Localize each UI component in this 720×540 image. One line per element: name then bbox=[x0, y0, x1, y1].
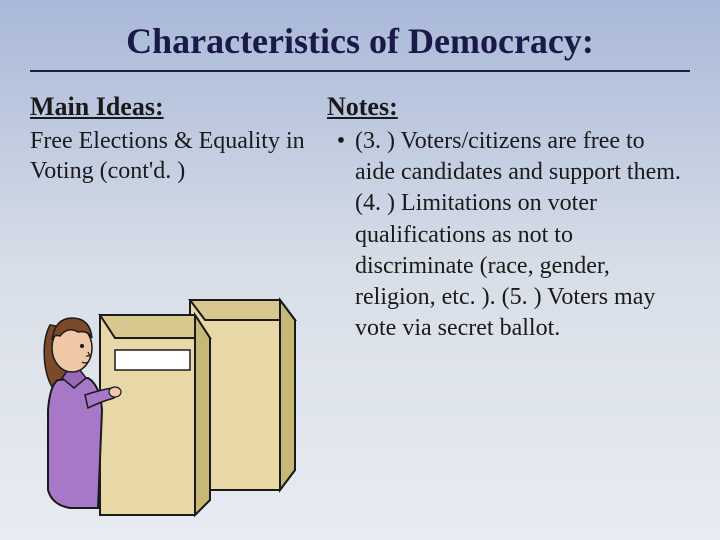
main-ideas-heading: Main Ideas: bbox=[30, 92, 327, 122]
notes-heading: Notes: bbox=[327, 92, 690, 122]
right-column: Notes: • (3. ) Voters/citizens are free … bbox=[327, 92, 690, 344]
notes-body: (3. ) Voters/citizens are free to aide c… bbox=[355, 126, 690, 344]
slide-title: Characteristics of Democracy: bbox=[30, 0, 690, 72]
notes-bullet-item: • (3. ) Voters/citizens are free to aide… bbox=[327, 126, 690, 344]
bullet-icon: • bbox=[327, 126, 355, 344]
voting-booth-illustration bbox=[30, 270, 310, 520]
booth-front bbox=[100, 315, 210, 515]
main-ideas-body: Free Elections & Equality in Voting (con… bbox=[30, 126, 327, 186]
